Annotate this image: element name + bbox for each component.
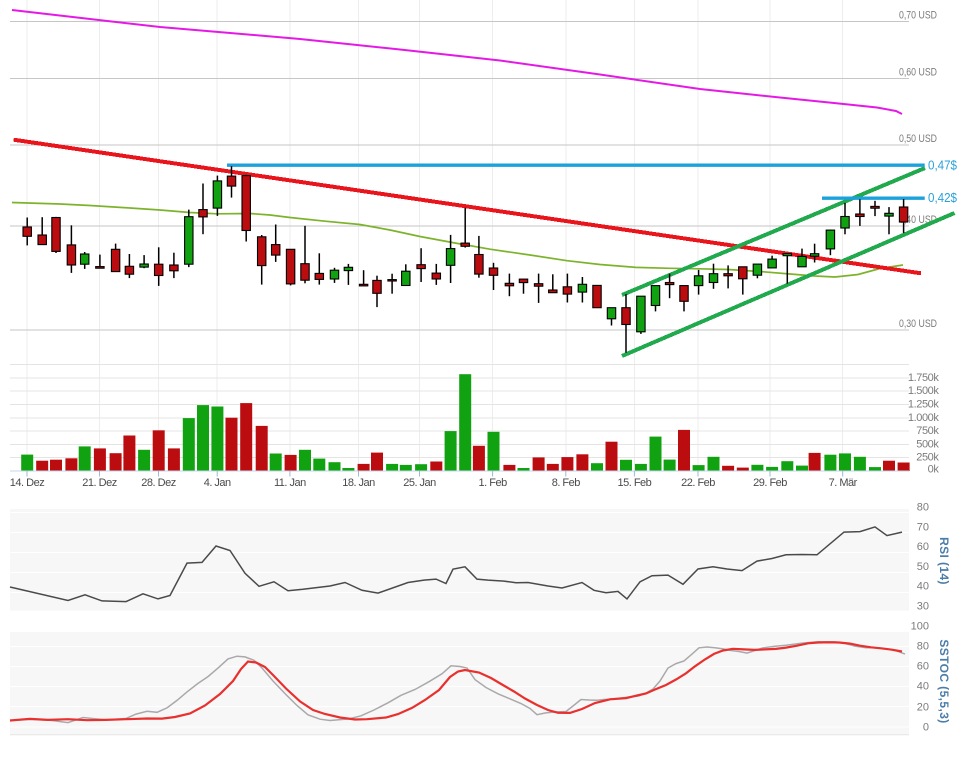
svg-text:0: 0 xyxy=(923,722,929,734)
svg-text:29. Feb: 29. Feb xyxy=(753,477,787,489)
svg-text:RSI (14): RSI (14) xyxy=(937,537,951,585)
svg-text:21. Dez: 21. Dez xyxy=(82,477,116,489)
svg-text:0,50 USD: 0,50 USD xyxy=(899,133,937,145)
svg-text:60: 60 xyxy=(917,660,929,672)
svg-text:28. Dez: 28. Dez xyxy=(141,477,175,489)
svg-text:0,42$: 0,42$ xyxy=(928,191,957,205)
svg-text:15. Feb: 15. Feb xyxy=(617,477,651,489)
svg-text:0,47$: 0,47$ xyxy=(928,159,957,173)
svg-text:20: 20 xyxy=(917,702,929,714)
svg-text:SSTOC (5,5,3): SSTOC (5,5,3) xyxy=(937,639,951,723)
svg-text:0,60 USD: 0,60 USD xyxy=(899,67,937,79)
svg-text:18. Jan: 18. Jan xyxy=(342,477,375,489)
svg-text:0k: 0k xyxy=(928,463,940,475)
svg-text:500k: 500k xyxy=(916,438,939,450)
svg-text:40: 40 xyxy=(917,681,929,693)
svg-text:25. Jan: 25. Jan xyxy=(403,477,436,489)
svg-text:4. Jan: 4. Jan xyxy=(204,477,231,489)
svg-text:8. Feb: 8. Feb xyxy=(552,477,581,489)
svg-text:30: 30 xyxy=(917,601,929,613)
svg-text:100: 100 xyxy=(911,620,929,632)
svg-text:250k: 250k xyxy=(916,452,939,464)
svg-text:80: 80 xyxy=(917,501,929,513)
svg-text:1.000k: 1.000k xyxy=(908,412,940,424)
svg-text:14. Dez: 14. Dez xyxy=(10,477,44,489)
svg-text:1.250k: 1.250k xyxy=(908,399,940,411)
svg-text:80: 80 xyxy=(917,641,929,653)
svg-text:0,70 USD: 0,70 USD xyxy=(899,10,937,22)
svg-text:7. Mär: 7. Mär xyxy=(829,477,858,489)
svg-text:0,30 USD: 0,30 USD xyxy=(899,318,937,330)
svg-text:1.500k: 1.500k xyxy=(908,385,940,397)
svg-text:1.750k: 1.750k xyxy=(908,372,940,384)
svg-text:60: 60 xyxy=(917,541,929,553)
svg-text:70: 70 xyxy=(917,522,929,534)
svg-text:40: 40 xyxy=(917,581,929,593)
svg-text:22. Feb: 22. Feb xyxy=(681,477,715,489)
svg-text:1. Feb: 1. Feb xyxy=(479,477,508,489)
svg-text:50: 50 xyxy=(917,561,929,573)
svg-text:11. Jan: 11. Jan xyxy=(274,477,306,489)
svg-text:750k: 750k xyxy=(916,425,939,437)
